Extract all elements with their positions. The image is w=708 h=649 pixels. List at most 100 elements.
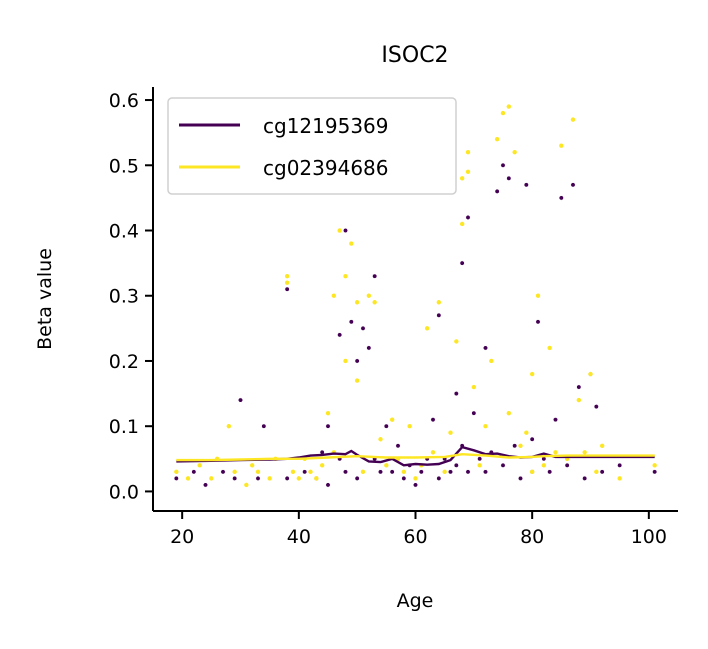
scatter-point-cg02394686: [529, 371, 535, 377]
scatter-point-cg12195369: [570, 182, 576, 188]
scatter-point-cg02394686: [296, 476, 302, 481]
scatter-point-cg02394686: [594, 469, 599, 475]
legend-label-cg12195369: cg12195369: [263, 114, 389, 138]
scatter-point-cg12195369: [366, 345, 372, 351]
scatter-point-cg02394686: [652, 463, 657, 468]
scatter-point-cg02394686: [343, 273, 348, 279]
scatter-point-cg12195369: [348, 319, 354, 325]
scatter-point-cg02394686: [465, 169, 471, 174]
scatter-point-cg02394686: [384, 463, 389, 468]
scatter-point-cg12195369: [564, 462, 570, 468]
scatter-point-cg12195369: [430, 417, 436, 423]
scatter-point-cg02394686: [354, 300, 360, 305]
scatter-point-cg02394686: [354, 378, 360, 383]
x-axis-label: Age: [397, 590, 434, 612]
trend-layer: [176, 445, 655, 467]
scatter-point-cg02394686: [459, 176, 465, 181]
scatter-point-cg02394686: [442, 469, 447, 475]
scatter-point-cg02394686: [314, 476, 319, 481]
x-tick-label: 20: [170, 526, 194, 548]
x-tick-label: 100: [631, 526, 667, 548]
legend-box: [167, 97, 457, 195]
scatter-point-cg02394686: [465, 150, 471, 155]
scatter-point-cg02394686: [436, 300, 442, 305]
y-tick-label: 0.2: [109, 351, 139, 373]
scatter-point-cg02394686: [448, 430, 453, 435]
scatter-point-cg12195369: [360, 325, 366, 331]
x-tick-label: 80: [520, 526, 544, 548]
scatter-point-cg12195369: [284, 475, 290, 481]
scatter-point-cg12195369: [378, 469, 383, 475]
scatter-point-cg02394686: [529, 469, 535, 475]
scatter-point-cg12195369: [547, 469, 553, 475]
scatter-point-cg12195369: [173, 475, 179, 481]
scatter-point-cg02394686: [389, 417, 395, 422]
scatter-point-cg02394686: [524, 430, 529, 435]
scatter-point-cg02394686: [232, 469, 237, 475]
scatter-point-cg02394686: [430, 450, 436, 455]
scatter-point-cg12195369: [232, 475, 238, 481]
scatter-point-cg02394686: [541, 463, 547, 468]
y-axis-label: Beta value: [34, 248, 56, 350]
scatter-point-cg12195369: [582, 475, 588, 481]
scatter-point-cg12195369: [593, 404, 599, 410]
scatter-point-cg02394686: [360, 469, 366, 475]
scatter-point-cg02394686: [366, 293, 372, 298]
scatter-point-cg02394686: [454, 339, 459, 344]
scatter-point-cg12195369: [477, 456, 483, 462]
trend-line-cg02394686: [176, 452, 655, 462]
scatter-point-cg12195369: [389, 469, 395, 475]
scatter-point-cg02394686: [588, 371, 593, 377]
scatter-point-cg12195369: [436, 312, 442, 318]
scatter-point-cg12195369: [465, 469, 471, 475]
scatter-point-cg12195369: [459, 260, 465, 266]
y-tick-label: 0.4: [109, 221, 139, 243]
scatter-point-cg12195369: [529, 436, 535, 442]
y-ticks: 0.0 0.1 0.2 0.3 0.4 0.5 0.6: [109, 90, 153, 503]
scatter-point-cg02394686: [349, 241, 354, 246]
scatter-point-cg12195369: [448, 469, 453, 475]
scatter-point-cg02394686: [331, 293, 337, 298]
scatter-point-cg02394686: [617, 476, 622, 481]
scatter-point-cg12195369: [372, 273, 378, 279]
scatter-point-cg12195369: [500, 162, 506, 168]
scatter-point-cg02394686: [506, 410, 512, 416]
scatter-point-cg12195369: [220, 469, 226, 475]
scatter-point-cg12195369: [483, 469, 488, 475]
scatter-point-cg12195369: [599, 469, 605, 475]
scatter-point-cg02394686: [284, 280, 290, 285]
scatter-point-cg02394686: [413, 476, 418, 481]
scatter-point-cg12195369: [652, 469, 658, 475]
scatter-point-cg02394686: [506, 104, 512, 109]
scatter-point-cg02394686: [378, 437, 383, 442]
scatter-point-cg02394686: [535, 293, 541, 298]
scatter-point-cg02394686: [249, 463, 255, 468]
legend-label-cg02394686: cg02394686: [263, 156, 389, 180]
scatter-point-cg12195369: [500, 462, 506, 468]
scatter-layer: [173, 104, 658, 488]
scatter-point-cg12195369: [401, 475, 407, 481]
x-tick-label: 40: [287, 526, 311, 548]
scatter-point-cg02394686: [576, 397, 582, 403]
scatter-point-cg02394686: [401, 469, 407, 475]
scatter-point-cg02394686: [424, 326, 430, 331]
scatter-point-cg02394686: [553, 450, 558, 455]
scatter-point-cg12195369: [436, 475, 442, 481]
scatter-point-cg12195369: [483, 345, 488, 351]
scatter-point-cg12195369: [558, 195, 564, 201]
scatter-point-cg12195369: [325, 423, 331, 429]
scatter-point-cg12195369: [238, 397, 243, 403]
scatter-point-cg02394686: [255, 469, 261, 475]
scatter-point-cg02394686: [407, 424, 412, 429]
scatter-point-cg12195369: [553, 417, 558, 423]
x-ticks: 20 40 60 80 100: [170, 511, 667, 548]
scatter-point-cg12195369: [343, 469, 348, 475]
scatter-point-cg12195369: [512, 443, 518, 449]
scatter-point-cg02394686: [559, 143, 564, 148]
scatter-point-cg02394686: [570, 117, 576, 122]
scatter-point-cg02394686: [518, 443, 523, 448]
scatter-point-cg12195369: [506, 175, 512, 181]
scatter-point-cg12195369: [535, 319, 541, 325]
x-tick-label: 60: [403, 526, 427, 548]
